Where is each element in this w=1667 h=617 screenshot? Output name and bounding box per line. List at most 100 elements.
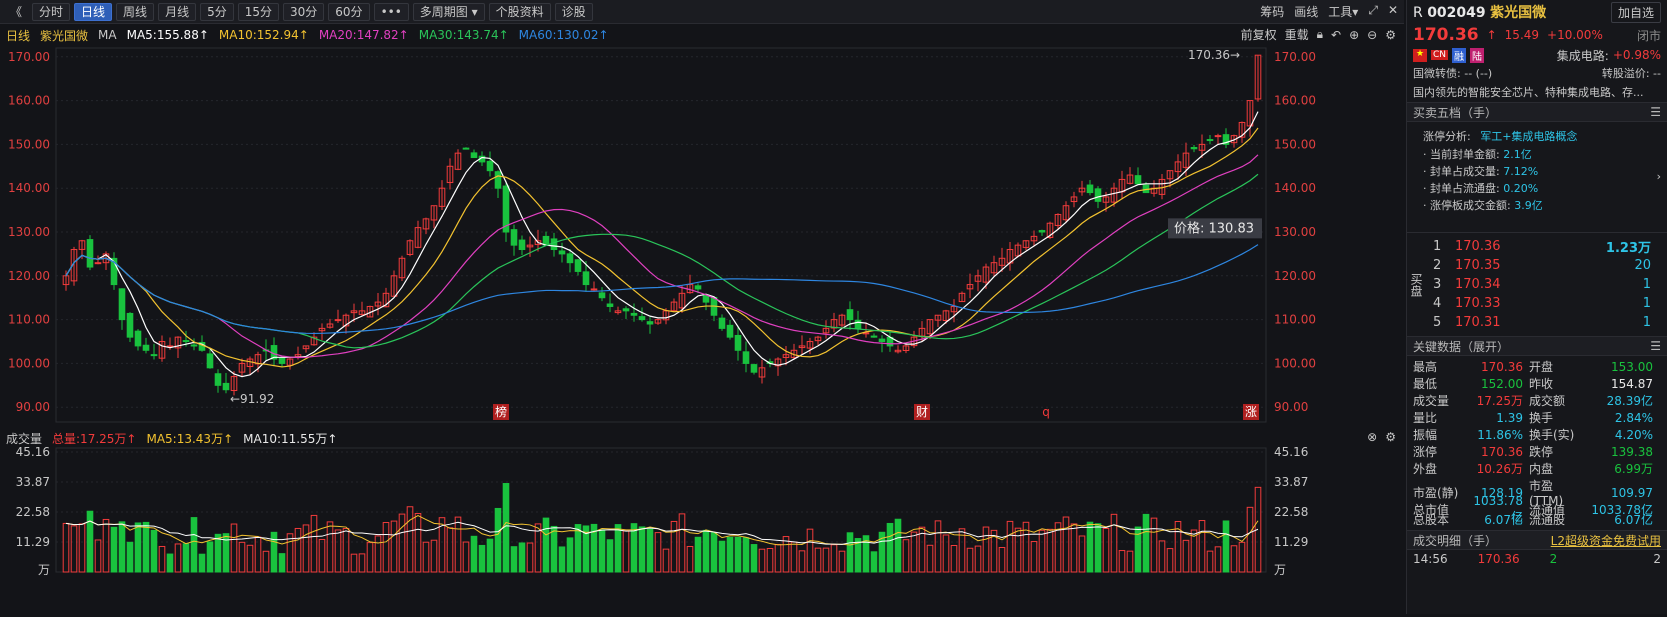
price-tick-right: 130.00: [1274, 225, 1316, 239]
volume-bar: [654, 532, 662, 573]
tab-2[interactable]: 周线: [116, 2, 155, 21]
tools-button[interactable]: 工具▾: [1328, 5, 1359, 19]
chevron-right-icon[interactable]: ›: [1656, 170, 1661, 183]
volume-bar: [158, 545, 166, 573]
expand-icon[interactable]: ⤢: [1368, 3, 1378, 17]
candle-body: [166, 345, 174, 348]
tab-9[interactable]: 多周期图 ▾: [412, 2, 485, 21]
menu-icon[interactable]: ☰: [1650, 339, 1661, 353]
tab-0[interactable]: 分时: [32, 2, 71, 21]
kline-svg[interactable]: 170.00 170.00 160.00 160.00 150.00 150.00 140.…: [0, 24, 1404, 614]
quote-header: R 002049 紫光国微 加自选: [1407, 0, 1667, 24]
close-icon[interactable]: ✕: [1387, 3, 1398, 17]
candle-body: [126, 312, 134, 338]
volume-bar: [670, 520, 678, 573]
volume-settings-icon[interactable]: ⚙: [1385, 430, 1396, 444]
ma30-label: MA30:143.74↑: [418, 28, 509, 42]
badge-margin[interactable]: 融: [1452, 47, 1467, 63]
candle-body: [510, 229, 518, 246]
sector-label[interactable]: 集成电路:: [1556, 48, 1609, 63]
candle-body: [230, 376, 238, 392]
volume-bar: [390, 520, 398, 573]
volume-close-icon[interactable]: ⊗: [1367, 430, 1378, 444]
settings-icon[interactable]: ⚙: [1385, 27, 1396, 42]
candle-body: [998, 257, 1006, 266]
candle-body: [558, 250, 566, 255]
candle-body: [390, 275, 398, 297]
volume-bar: [854, 538, 862, 573]
zoom-out-icon[interactable]: ⊖: [1367, 27, 1378, 42]
ma-label[interactable]: MA: [98, 28, 117, 42]
lock-icon[interactable]: 🔒︎: [1316, 27, 1324, 41]
tab-6[interactable]: 30分: [283, 2, 325, 21]
price-tick-right: 90.00: [1274, 400, 1308, 414]
volume-bar: [166, 553, 174, 573]
bid-row[interactable]: 5 170.31 1: [1425, 313, 1667, 332]
tab-1[interactable]: 日线: [74, 2, 113, 21]
trades-link[interactable]: L2超级资金免费试用: [1550, 533, 1661, 548]
menu-icon[interactable]: ☰: [1650, 105, 1661, 119]
event-mark: 财: [916, 405, 928, 419]
volume-bar: [694, 536, 702, 573]
tab-8[interactable]: •••: [373, 2, 409, 21]
badge-connect[interactable]: 陆: [1470, 47, 1485, 63]
limit-item-value: 3.9亿: [1514, 199, 1543, 212]
volume-bar: [1126, 550, 1134, 573]
candle-body: [854, 319, 862, 329]
candle-body: [462, 147, 470, 150]
tab-11[interactable]: 诊股: [554, 2, 593, 21]
candle-body: [70, 249, 78, 282]
candle-body: [142, 344, 150, 351]
bid-row[interactable]: 4 170.33 1: [1425, 294, 1667, 313]
badge-cn[interactable]: CN: [1431, 50, 1449, 60]
draw-button[interactable]: 画线: [1294, 5, 1319, 19]
bid-row[interactable]: 3 170.34 1: [1425, 275, 1667, 294]
zoom-in-icon[interactable]: ⊕: [1349, 27, 1360, 42]
stock-code: 002049: [1427, 5, 1486, 21]
volume-bar: [526, 542, 534, 573]
tab-7[interactable]: 60分: [328, 2, 370, 21]
key-data-title[interactable]: 关键数据（展开）: [1413, 339, 1510, 354]
candle-body: [1166, 170, 1174, 180]
candle-body: [494, 171, 502, 189]
bid-price: 170.31: [1455, 315, 1501, 330]
add-watchlist-button[interactable]: 加自选: [1610, 1, 1661, 23]
bid-row[interactable]: 1 170.36 1.23万: [1425, 237, 1667, 256]
volume-bar: [1150, 517, 1158, 573]
key-value: 152.00: [1481, 376, 1523, 391]
volume-bar: [806, 528, 814, 573]
bid-price: 170.34: [1455, 277, 1501, 292]
volume-bar: [686, 545, 694, 573]
chip-button[interactable]: 筹码: [1260, 5, 1285, 19]
candle-body: [990, 262, 998, 274]
volume-bar: [1214, 546, 1222, 573]
volume-bar: [998, 547, 1006, 573]
back-button[interactable]: 《: [10, 5, 23, 19]
candle-body: [1070, 196, 1078, 203]
volume-bar: [614, 524, 622, 573]
adjust-button[interactable]: 前复权: [1240, 28, 1277, 42]
volume-bar: [646, 528, 654, 573]
reload-button[interactable]: 重载: [1284, 28, 1309, 42]
bid-row[interactable]: 2 170.35 20: [1425, 256, 1667, 275]
candle-body: [1102, 196, 1110, 203]
candle-body: [486, 160, 494, 172]
candle-body: [782, 354, 790, 358]
undo-icon[interactable]: ↶: [1331, 27, 1342, 42]
volume-bar: [678, 513, 686, 573]
volume-bar: [582, 525, 590, 573]
high-annotation: 170.36→: [1188, 48, 1240, 62]
company-desc[interactable]: 国内领先的智能安全芯片、特种集成电路、存...: [1413, 86, 1644, 99]
price-tick-right: 110.00: [1274, 313, 1316, 327]
volume-bar: [1174, 521, 1182, 573]
candle-body: [150, 354, 158, 357]
limit-concept[interactable]: 军工+集成电路概念: [1480, 130, 1578, 143]
key-value: 17.25万: [1476, 394, 1523, 408]
tab-5[interactable]: 15分: [237, 2, 279, 21]
limit-items: · 当前封单金额: 2.1亿 · 封单占成交量: 7.12% · 封单占流通盘: 0…: [1423, 146, 1661, 214]
tab-3[interactable]: 月线: [158, 2, 197, 21]
tab-10[interactable]: 个股资料: [488, 2, 551, 21]
candle-body: [822, 327, 830, 334]
candle-body: [326, 323, 334, 328]
tab-4[interactable]: 5分: [200, 2, 234, 21]
